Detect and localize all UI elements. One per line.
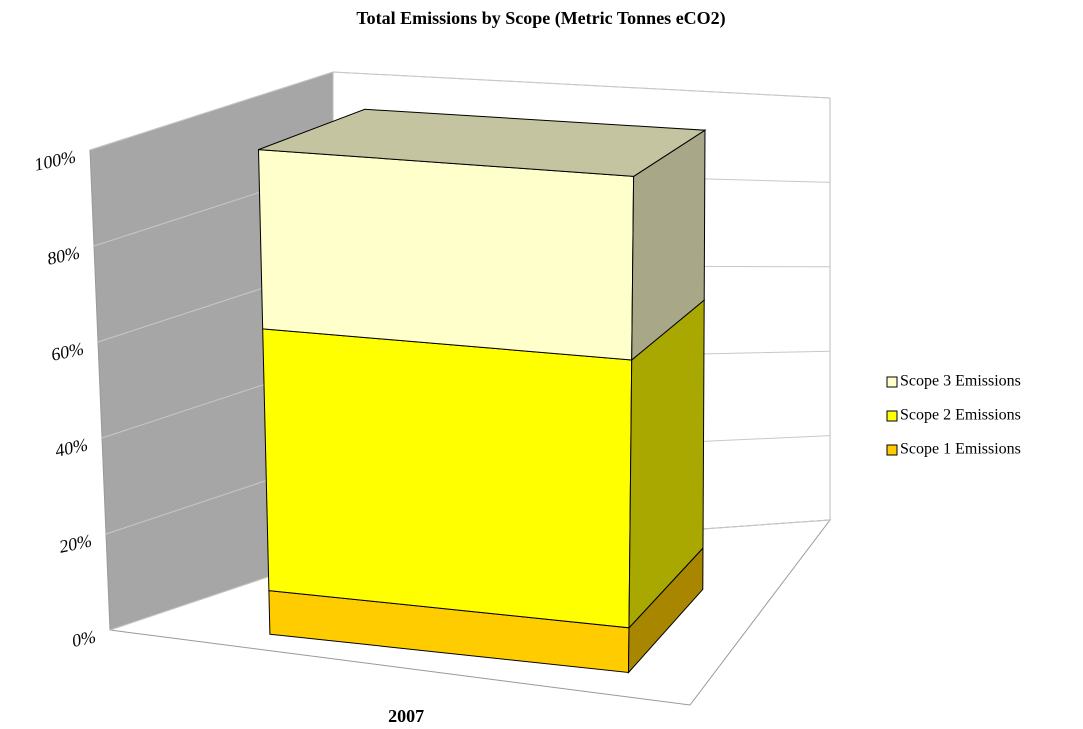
y-tick-label: 40% bbox=[53, 434, 89, 460]
legend-swatch bbox=[886, 410, 898, 422]
grid-line bbox=[89, 71, 831, 151]
legend-swatch bbox=[886, 376, 898, 388]
legend-swatch bbox=[886, 444, 898, 456]
bar-top bbox=[258, 108, 707, 177]
bar-front bbox=[262, 328, 633, 629]
y-tick-label: 0% bbox=[70, 626, 98, 651]
legend-label: Scope 2 Emissions bbox=[900, 407, 1021, 424]
bar-front bbox=[257, 149, 635, 361]
y-tick-label: 100% bbox=[32, 146, 77, 174]
y-tick-label: 80% bbox=[45, 242, 81, 268]
y-tick-label: 20% bbox=[57, 530, 93, 556]
legend-label: Scope 1 Emissions bbox=[900, 441, 1021, 458]
chart-title: Total Emissions by Scope (Metric Tonnes … bbox=[356, 8, 725, 29]
y-tick-label: 60% bbox=[49, 338, 85, 364]
x-tick-label: 2007 bbox=[388, 706, 424, 726]
legend-label: Scope 3 Emissions bbox=[900, 373, 1021, 390]
